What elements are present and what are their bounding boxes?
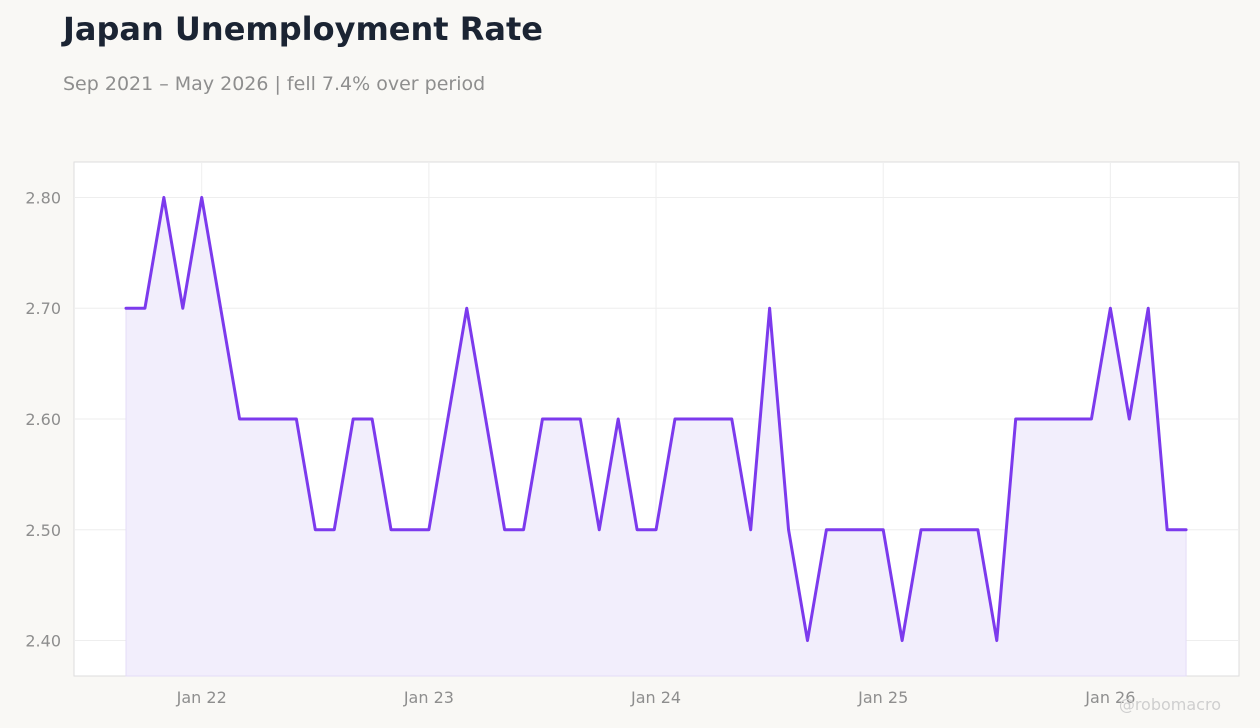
data-point [1166, 528, 1169, 531]
data-point [1033, 418, 1036, 421]
data-point [522, 528, 525, 531]
data-point [125, 307, 128, 310]
data-point [503, 528, 506, 531]
data-point [238, 418, 241, 421]
data-point [465, 307, 468, 310]
data-point [371, 418, 374, 421]
x-tick-label: Jan 22 [176, 688, 227, 707]
data-point [314, 528, 317, 531]
data-point [806, 639, 809, 642]
data-point [257, 418, 260, 421]
data-point [579, 418, 582, 421]
data-point [541, 418, 544, 421]
data-point [333, 528, 336, 531]
data-point [636, 528, 639, 531]
data-point [162, 196, 165, 199]
y-tick-label: 2.60 [25, 410, 61, 429]
data-point [995, 639, 998, 642]
data-point [844, 528, 847, 531]
data-point [181, 307, 184, 310]
data-point [711, 418, 714, 421]
data-point [1128, 418, 1131, 421]
data-point [920, 528, 923, 531]
data-point [1052, 418, 1055, 421]
y-tick-label: 2.80 [25, 188, 61, 207]
data-point [295, 418, 298, 421]
data-point [560, 418, 563, 421]
data-point [749, 528, 752, 531]
data-point [882, 528, 885, 531]
x-tick-label: Jan 23 [403, 688, 454, 707]
data-point [1185, 528, 1188, 531]
x-tick-label: Jan 24 [630, 688, 681, 707]
data-point [825, 528, 828, 531]
data-point [768, 307, 771, 310]
y-tick-label: 2.50 [25, 521, 61, 540]
data-point [730, 418, 733, 421]
data-point [957, 528, 960, 531]
watermark-text: @robomacro [1119, 695, 1221, 714]
data-point [1071, 418, 1074, 421]
data-point [219, 307, 222, 310]
data-point [1147, 307, 1150, 310]
data-point [863, 528, 866, 531]
data-point [390, 528, 393, 531]
y-tick-label: 2.40 [25, 632, 61, 651]
data-point [976, 528, 979, 531]
data-point [1109, 307, 1112, 310]
data-point [673, 418, 676, 421]
x-tick-label: Jan 25 [857, 688, 908, 707]
data-point [617, 418, 620, 421]
y-tick-label: 2.70 [25, 299, 61, 318]
data-point [1090, 418, 1093, 421]
data-point [692, 418, 695, 421]
chart-title: Japan Unemployment Rate [63, 10, 543, 48]
data-point [352, 418, 355, 421]
data-point [655, 528, 658, 531]
x-tick-label: Jan 26 [1084, 688, 1135, 707]
data-point [938, 528, 941, 531]
data-point [200, 196, 203, 199]
data-point [901, 639, 904, 642]
chart-subtitle: Sep 2021 – May 2026 | fell 7.4% over per… [63, 73, 486, 95]
data-point [1014, 418, 1017, 421]
data-point [408, 528, 411, 531]
series-line [124, 195, 1188, 643]
data-point [276, 418, 279, 421]
data-point [787, 528, 790, 531]
data-point [598, 528, 601, 531]
data-point [143, 307, 146, 310]
data-point [446, 418, 449, 421]
data-point [427, 528, 430, 531]
data-point [484, 418, 487, 421]
